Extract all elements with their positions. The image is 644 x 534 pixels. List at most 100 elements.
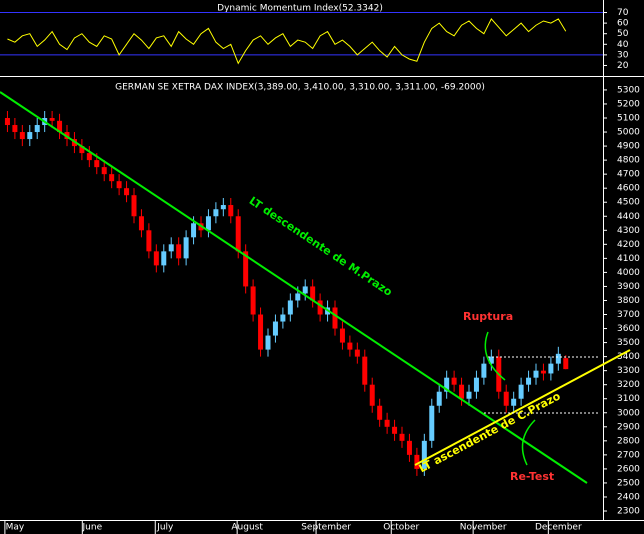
x-tick-label: October [383,523,419,533]
x-tick-label: December [535,523,582,533]
y-tick-label: 3100 [617,394,640,404]
candle-body [287,300,293,315]
candle-body [19,132,25,140]
candle-body [12,125,18,133]
y-tick-label: 4500 [617,198,640,208]
y-tick-label: 3500 [617,338,640,348]
x-tick-label: May [6,523,25,533]
y-tick-label: 2600 [617,464,640,474]
annotation: Ruptura [463,310,513,323]
candle-body [421,440,427,469]
y-tick-label: 5300 [617,85,640,95]
candle-body [540,370,546,374]
candle-body [235,216,241,252]
candle-body [161,251,167,266]
x-tick-label: November [460,523,507,533]
y-tick-label: 2800 [617,436,640,446]
candle-body [183,237,189,259]
candle-body [473,377,479,392]
candle-body [101,167,107,175]
candle-body [377,405,383,420]
y-tick-label: 60 [617,19,629,29]
candle-body [57,120,63,133]
candle-body [191,223,197,238]
y-tick-label: 3200 [617,380,640,390]
y-tick-label: 3600 [617,324,640,334]
x-tick-label: July [156,523,174,533]
y-tick-label: 2500 [617,478,640,488]
momentum-title: Dynamic Momentum Index(52.3342) [217,4,383,14]
candle-body [131,195,137,217]
y-tick-label: 2300 [617,507,640,517]
candle-body [302,286,308,294]
x-tick-label: September [301,523,351,533]
candle-body [533,370,539,378]
y-tick-label: 5100 [617,114,640,124]
candle-body [555,353,561,364]
candle-body [153,251,159,266]
y-tick-label: 4000 [617,268,640,278]
candle-body [79,146,85,154]
candle-body [27,132,33,140]
y-tick-label: 3300 [617,366,640,376]
candle-body [250,286,256,315]
candle-body [347,342,353,350]
candle-body [392,426,398,434]
candle-body [213,209,219,217]
candle-body [503,391,509,406]
candle-body [109,174,115,182]
y-tick-label: 4300 [617,226,640,236]
candle-body [526,377,532,385]
y-tick-label: 2900 [617,422,640,432]
annotation: Re-Test [510,470,554,483]
y-tick-label: 3800 [617,296,640,306]
y-tick-label: 4100 [617,254,640,264]
trend-line [0,91,588,484]
candle-body [488,356,494,364]
y-tick-label: 4800 [617,156,640,166]
y-tick-label: 4700 [617,170,640,180]
candle-body [116,181,122,189]
y-tick-label: 4400 [617,212,640,222]
candle-body [138,216,144,231]
candle-body [548,363,554,374]
trend-line [414,349,631,466]
candle-body [444,377,450,392]
y-tick-label: 3000 [617,408,640,418]
candle-body [205,216,211,231]
candle-body [243,251,249,287]
candle-body [295,293,301,301]
y-tick-label: 3900 [617,282,640,292]
candle-body [369,384,375,406]
candle-body [563,358,569,370]
x-tick-label: June [82,523,103,533]
y-tick-label: 20 [617,61,629,71]
y-tick-label: 2400 [617,492,640,502]
candle-body [362,356,368,385]
x-tick-label: August [231,523,263,533]
candle-body [220,205,226,210]
arrow [521,419,536,466]
candle-body [258,314,264,350]
y-tick-label: 70 [617,8,629,18]
y-tick-label: 40 [617,40,629,50]
candle-body [511,398,517,406]
candle-body [4,118,10,126]
candle-body [34,125,40,133]
candle-body [354,349,360,357]
candle-body [481,363,487,378]
candle-body [317,300,323,315]
candle-body [265,335,271,350]
candle-body [86,153,92,161]
y-tick-label: 50 [617,29,629,39]
momentum-line [7,17,567,65]
candle-body [124,188,130,196]
candle-body [332,307,338,329]
candle-body [339,328,345,343]
candle-body [414,454,420,469]
y-tick-label: 5000 [617,128,640,138]
candle-body [49,118,55,121]
